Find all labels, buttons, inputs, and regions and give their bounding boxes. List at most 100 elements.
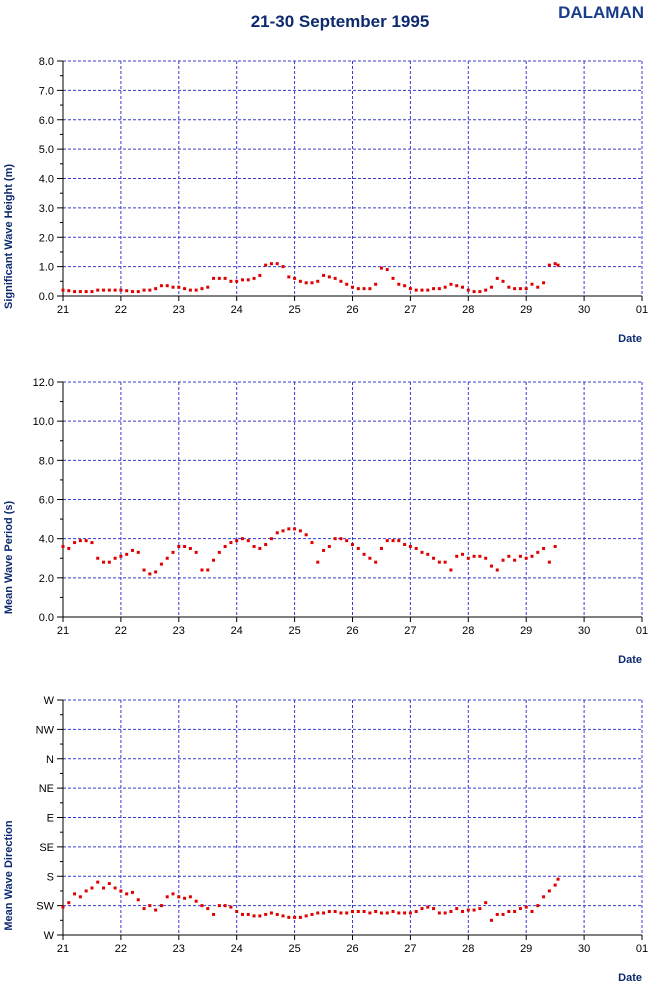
x-axis-title: Date (618, 972, 642, 984)
x-tick-label: 25 (288, 625, 300, 637)
data-point (90, 541, 94, 545)
data-point (287, 527, 291, 531)
data-point (432, 287, 436, 291)
data-point (351, 543, 354, 547)
data-point (125, 552, 129, 556)
data-point (316, 911, 320, 915)
data-point (73, 541, 77, 545)
data-point (437, 560, 441, 564)
y-tick-label: 0.0 (39, 291, 54, 303)
data-point (374, 910, 378, 913)
x-tick-label: 26 (346, 304, 358, 316)
y-tick-label: 7.0 (39, 85, 54, 97)
y-tick-label: 6.0 (39, 115, 54, 127)
data-point (530, 910, 534, 913)
data-point (310, 281, 314, 285)
data-point (130, 290, 134, 294)
data-point (264, 912, 268, 916)
data-point (345, 539, 349, 543)
data-point (333, 910, 337, 913)
data-point (478, 554, 482, 558)
data-point (513, 558, 517, 562)
data-point (200, 904, 204, 908)
data-point (484, 556, 488, 560)
x-tick-label: 27 (404, 304, 416, 316)
data-point (455, 284, 459, 288)
data-point (472, 290, 476, 294)
y-tick-label: E (47, 813, 54, 825)
data-point (275, 262, 279, 266)
data-point (200, 568, 204, 572)
data-point (547, 263, 551, 267)
x-tick-label: 28 (462, 943, 474, 955)
data-point (165, 284, 169, 288)
data-point (362, 910, 366, 913)
data-point (449, 568, 453, 572)
data-point (339, 537, 343, 541)
data-point (553, 262, 557, 266)
data-point (287, 915, 291, 919)
data-point (148, 904, 152, 908)
data-point (455, 554, 459, 558)
x-tick-label: 25 (288, 304, 300, 316)
data-point (206, 285, 210, 289)
data-point (374, 282, 378, 286)
x-tick-label: 27 (404, 943, 416, 955)
data-point (351, 910, 354, 913)
data-point (159, 562, 163, 566)
y-tick-label: 0.0 (39, 612, 54, 624)
data-point (374, 560, 378, 564)
data-point (443, 560, 447, 564)
data-point (461, 910, 465, 913)
data-point (67, 289, 71, 293)
data-point (281, 529, 285, 533)
data-point (518, 287, 522, 291)
data-point (530, 554, 534, 558)
x-tick-label: 24 (231, 943, 243, 955)
data-point (530, 282, 534, 286)
data-point (84, 539, 88, 543)
y-tick-label: 6.0 (39, 495, 54, 507)
data-point (501, 279, 505, 283)
data-point (240, 912, 244, 916)
data-point (443, 285, 447, 289)
data-point (252, 914, 256, 918)
data-point (287, 275, 291, 279)
data-point (142, 907, 146, 911)
y-tick-label: W (44, 695, 55, 707)
data-point (240, 537, 244, 541)
data-point (495, 912, 499, 916)
y-tick-label: NE (39, 783, 54, 795)
data-point (90, 290, 94, 294)
y-tick-label: SW (36, 901, 54, 913)
y-axis-title: Mean Wave Period (s) (3, 501, 15, 615)
data-point (472, 554, 476, 558)
data-point (119, 889, 123, 893)
data-point (327, 275, 331, 279)
data-point (556, 263, 560, 267)
data-point (113, 556, 117, 560)
data-point (547, 889, 551, 893)
data-point (408, 545, 412, 548)
data-point (385, 911, 389, 915)
x-tick-label: 28 (462, 625, 474, 637)
data-point (171, 550, 175, 554)
chart-panel-1: 21 22 23 24 25 26 27 28 29 30 01 0.0 1.0 2.0 3.0 4.0 5.0… (3, 56, 648, 345)
data-point (229, 279, 233, 283)
data-point (489, 918, 493, 922)
data-point (194, 899, 198, 903)
x-tick-label: 28 (462, 304, 474, 316)
data-point (223, 545, 227, 548)
data-point (275, 531, 279, 535)
data-point (194, 550, 198, 554)
data-point (188, 895, 192, 899)
data-point (235, 279, 239, 283)
data-point (229, 541, 233, 545)
data-point (130, 548, 134, 552)
data-point (102, 288, 106, 292)
y-tick-label: 3.0 (39, 203, 54, 215)
chart-panel-2: 21 22 23 24 25 26 27 28 29 30 01 0.0 2.0 4.0 6.0 8.0 10.… (3, 377, 648, 666)
data-point (235, 539, 239, 543)
data-point (403, 284, 407, 288)
x-tick-label: 24 (231, 625, 243, 637)
